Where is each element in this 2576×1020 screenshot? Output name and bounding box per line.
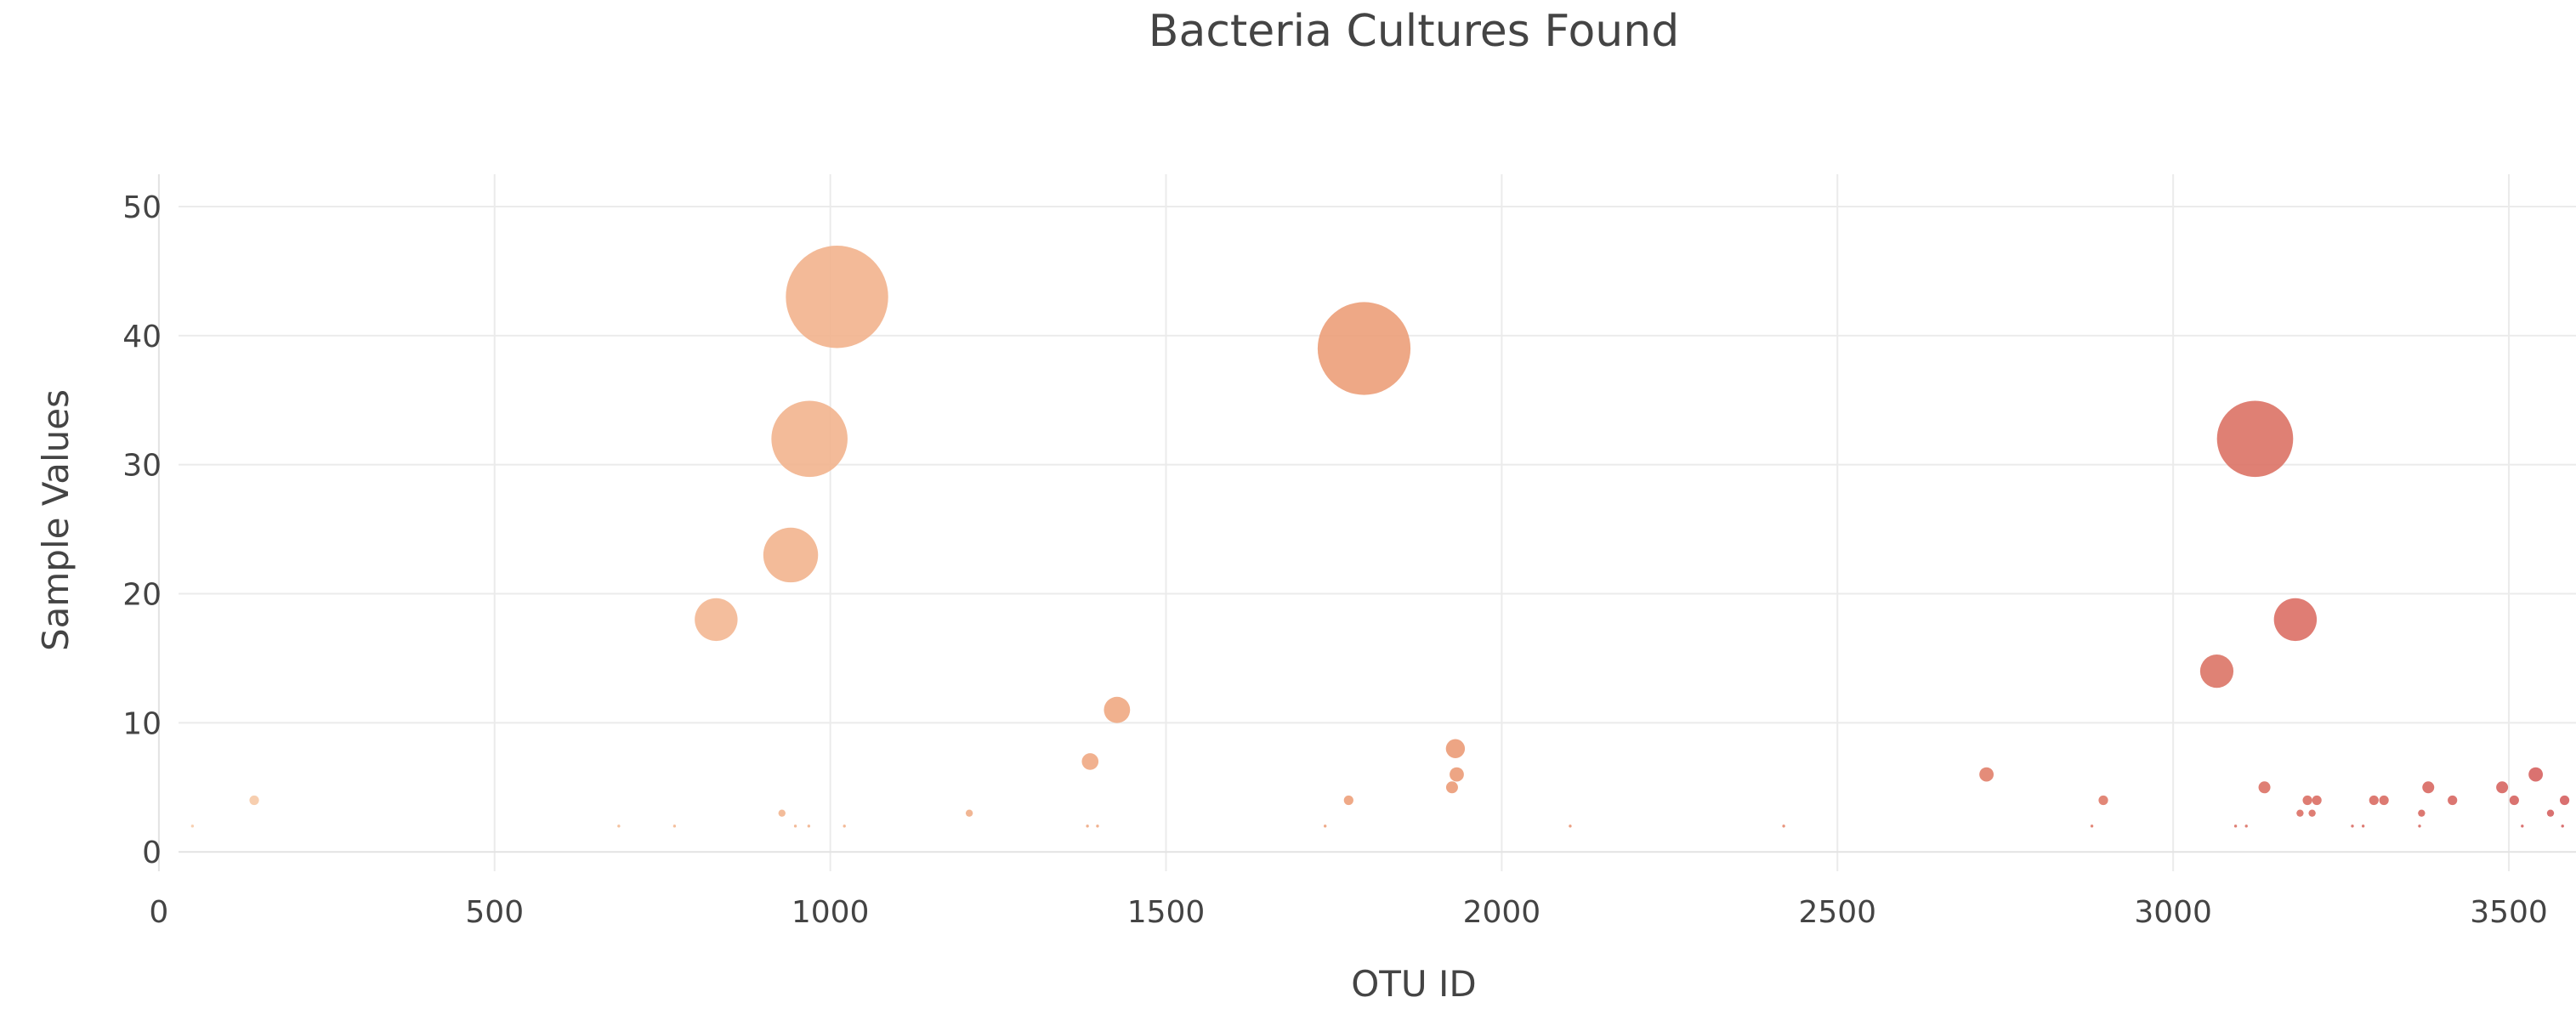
data-point[interactable] [771, 400, 848, 478]
data-point[interactable] [2418, 824, 2421, 828]
x-tick-label: 500 [465, 895, 524, 930]
data-point[interactable] [2546, 809, 2555, 817]
data-point[interactable] [1096, 824, 1099, 828]
data-point[interactable] [695, 598, 738, 642]
data-point[interactable] [2258, 781, 2271, 794]
data-point[interactable] [1324, 824, 1327, 828]
x-tick-label: 2500 [1798, 895, 1876, 930]
x-axis-title: OTU ID [1351, 963, 1477, 1005]
data-point[interactable] [2296, 809, 2304, 817]
grid-layer [157, 174, 2576, 871]
y-tick-label: 40 [122, 320, 162, 354]
data-point[interactable] [2496, 781, 2509, 794]
y-tick-label: 50 [122, 190, 162, 225]
data-point[interactable] [763, 527, 819, 583]
marker-layer [190, 246, 2570, 828]
data-point[interactable] [2448, 795, 2458, 806]
data-point[interactable] [2361, 824, 2365, 828]
data-point[interactable] [1081, 753, 1099, 770]
y-tick-label: 30 [122, 449, 162, 484]
y-tick-label: 0 [142, 836, 162, 870]
x-tick-label: 3000 [2134, 895, 2212, 930]
data-point[interactable] [2199, 654, 2234, 688]
data-point[interactable] [2098, 795, 2108, 806]
data-point[interactable] [778, 809, 786, 817]
data-point[interactable] [1782, 824, 1785, 828]
data-point[interactable] [190, 824, 195, 828]
data-point[interactable] [1445, 739, 1466, 758]
data-point[interactable] [807, 824, 811, 828]
data-point[interactable] [2521, 824, 2524, 828]
x-tick-label: 1000 [792, 895, 870, 930]
data-point[interactable] [617, 824, 621, 828]
data-point[interactable] [2302, 795, 2312, 806]
data-point[interactable] [793, 824, 797, 828]
data-point[interactable] [965, 809, 973, 817]
data-point[interactable] [2308, 809, 2316, 817]
x-tick-label: 2000 [1463, 895, 1541, 930]
data-point[interactable] [249, 795, 259, 806]
data-point[interactable] [2233, 824, 2238, 828]
y-tick-label: 10 [122, 706, 162, 741]
data-point[interactable] [2418, 809, 2426, 817]
data-point[interactable] [2379, 795, 2389, 806]
data-point[interactable] [2528, 767, 2544, 782]
data-point[interactable] [786, 246, 888, 348]
data-point[interactable] [1317, 302, 1411, 395]
data-point[interactable] [2369, 795, 2379, 806]
data-point[interactable] [843, 824, 846, 828]
data-point[interactable] [1450, 767, 1464, 782]
data-point[interactable] [2312, 795, 2322, 806]
data-point[interactable] [1979, 767, 1994, 782]
data-point[interactable] [672, 824, 677, 828]
data-point[interactable] [2422, 781, 2435, 794]
y-tick-label: 20 [122, 578, 162, 613]
data-point[interactable] [2559, 795, 2570, 806]
data-point[interactable] [2216, 400, 2294, 478]
x-tick-label: 0 [149, 895, 168, 930]
tick-layer: 0 500 1000 1500 2000 2500 3000 3500 0 10 20 30 40 50 [122, 190, 2548, 930]
chart-title: Bacteria Cultures Found [1149, 6, 1679, 57]
y-axis-title: Sample Values [35, 389, 77, 651]
x-tick-label: 1500 [1127, 895, 1206, 930]
data-point[interactable] [1445, 781, 1458, 794]
data-point[interactable] [1104, 696, 1131, 723]
data-point[interactable] [1343, 795, 1353, 806]
data-point[interactable] [1569, 824, 1572, 828]
data-point[interactable] [2090, 824, 2094, 828]
x-tick-label: 3500 [2470, 895, 2548, 930]
data-point[interactable] [1086, 824, 1089, 828]
data-point[interactable] [2509, 795, 2519, 806]
data-point[interactable] [2244, 824, 2248, 828]
data-point[interactable] [2273, 598, 2318, 642]
data-point[interactable] [2351, 824, 2354, 828]
data-point[interactable] [2561, 824, 2564, 828]
